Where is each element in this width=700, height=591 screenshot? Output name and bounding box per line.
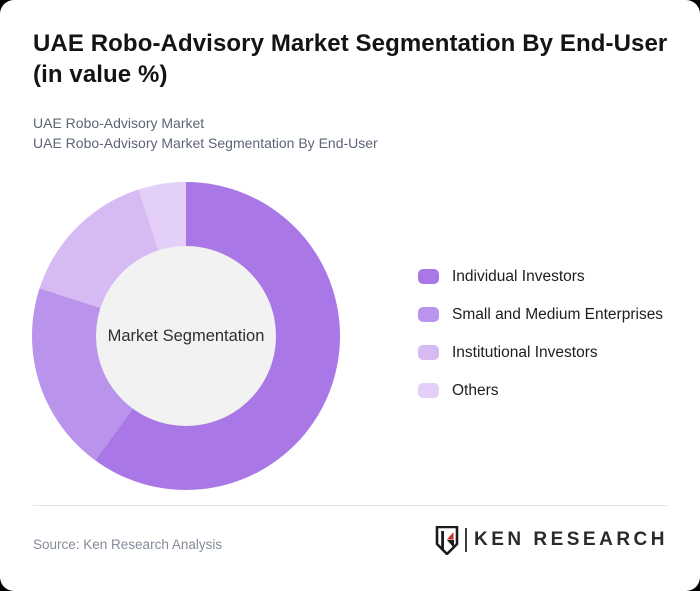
donut-chart[interactable]: Market Segmentation xyxy=(32,182,340,490)
footer-divider xyxy=(33,505,667,506)
ken-research-shield-icon xyxy=(435,525,459,555)
legend-label: Others xyxy=(452,381,499,399)
brand-wordmark: KEN RESEARCH xyxy=(473,529,668,550)
legend-item-small-medium-enterprises[interactable]: Small and Medium Enterprises xyxy=(418,304,663,325)
legend-label: Individual Investors xyxy=(452,267,585,285)
legend-item-individual-investors[interactable]: Individual Investors xyxy=(418,266,663,287)
donut-center: Market Segmentation xyxy=(96,246,276,426)
brand-divider-bar xyxy=(464,528,467,552)
legend-label: Institutional Investors xyxy=(452,343,598,361)
legend-item-institutional-investors[interactable]: Institutional Investors xyxy=(418,342,663,363)
legend-label: Small and Medium Enterprises xyxy=(452,305,664,323)
subtitle-line-2: UAE Robo-Advisory Market Segmentation By… xyxy=(33,135,378,151)
brand-logo: KEN RESEARCH xyxy=(435,525,668,555)
donut-center-label: Market Segmentation xyxy=(107,326,265,345)
legend-swatch xyxy=(418,269,439,284)
legend-item-others[interactable]: Others xyxy=(418,380,663,401)
legend-swatch xyxy=(418,345,439,360)
chart-subtitle: UAE Robo-Advisory Market UAE Robo-Adviso… xyxy=(33,113,378,153)
subtitle-line-1: UAE Robo-Advisory Market xyxy=(33,115,205,131)
legend: Individual Investors Small and Medium En… xyxy=(418,266,663,401)
page-title: UAE Robo-Advisory Market Segmentation By… xyxy=(33,30,668,88)
legend-swatch xyxy=(418,383,439,398)
legend-swatch xyxy=(418,307,439,322)
source-text: Source: Ken Research Analysis xyxy=(33,537,223,552)
